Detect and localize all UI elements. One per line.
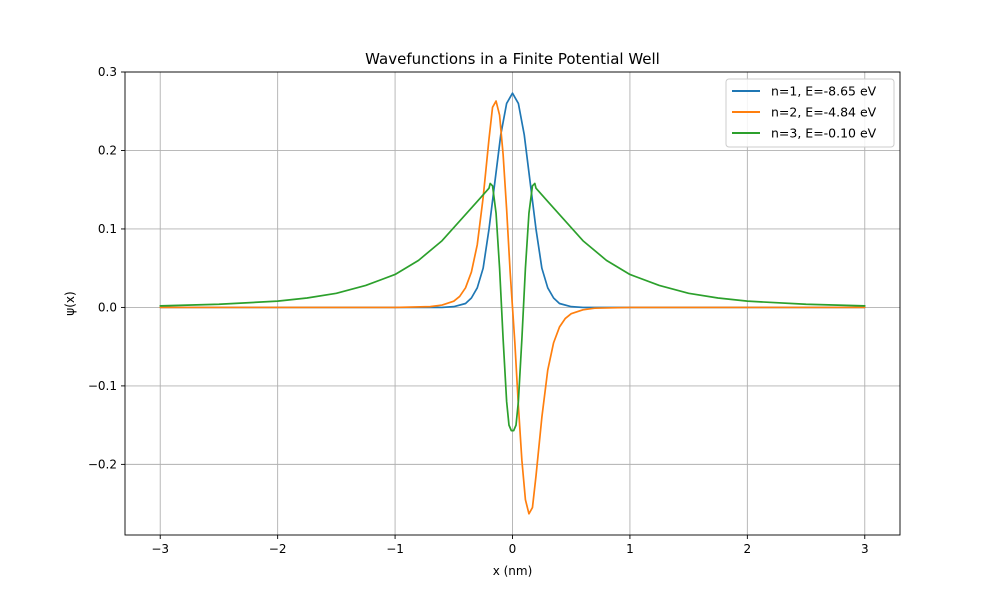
y-tick-label: −0.1 [88,379,117,393]
x-tick-label: 2 [744,542,752,556]
legend-label-n1: n=1, E=-8.65 eV [771,84,877,99]
x-tick-label: −1 [386,542,404,556]
x-axis-label: x (nm) [493,564,533,578]
y-tick-label: 0.0 [98,300,117,314]
y-tick-label: 0.3 [98,65,117,79]
x-tick-label: −2 [269,542,287,556]
x-tick-label: 0 [509,542,517,556]
legend: n=1, E=-8.65 eV n=2, E=-4.84 eV n=3, E=-… [725,78,895,148]
legend-box [725,78,895,148]
legend-label-n3: n=3, E=-0.10 eV [771,126,877,141]
x-tick-label: −3 [151,542,169,556]
y-tick-label: 0.2 [98,143,117,157]
series-line-n3 [159,182,866,432]
chart-title: Wavefunctions in a Finite Potential Well [365,50,660,68]
series-layer [159,92,866,515]
series-line-n1 [159,92,866,309]
x-tick-label: 3 [861,542,869,556]
y-tick-label: −0.2 [88,457,117,471]
legend-label-n2: n=2, E=-4.84 eV [771,105,877,120]
axis-ticks: −3 −2 −1 0 1 2 3 −0.2 −0.1 0.0 0.1 0.2 0.3 [88,65,869,556]
x-tick-label: 1 [626,542,634,556]
y-axis-label: ψ(x) [63,291,77,315]
y-tick-label: 0.1 [98,222,117,236]
series-line-n2 [159,100,866,515]
